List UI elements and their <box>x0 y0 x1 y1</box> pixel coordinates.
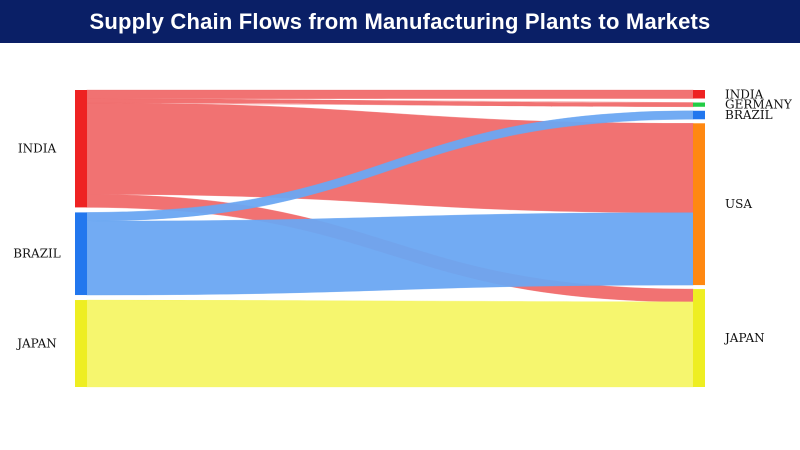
target-node-japan <box>693 289 705 387</box>
sankey-chart: INDIABRAZILJAPANINDIAGERMANYBRAZILUSAJAP… <box>13 87 793 388</box>
target-label-india: INDIA <box>725 87 764 101</box>
target-node-india <box>693 90 705 99</box>
title-bar: Supply Chain Flows from Manufacturing Pl… <box>0 0 800 43</box>
target-label-usa: USA <box>725 197 752 211</box>
target-label-japan: JAPAN <box>723 331 765 345</box>
links-layer <box>86 89 694 388</box>
target-label-brazil: BRAZIL <box>725 108 773 122</box>
source-label-india: INDIA <box>18 142 57 156</box>
target-node-usa <box>693 123 705 286</box>
target-node-germany <box>693 102 705 107</box>
source-label-japan: JAPAN <box>15 337 57 351</box>
link-brazil-to-brazil <box>86 110 694 222</box>
nodes-layer <box>75 90 705 387</box>
source-node-japan <box>75 300 87 387</box>
source-node-brazil <box>75 212 87 296</box>
chart-title: Supply Chain Flows from Manufacturing Pl… <box>89 8 711 34</box>
target-node-brazil <box>693 110 705 120</box>
link-japan-to-japan <box>86 299 694 388</box>
link-brazil-to-usa <box>86 212 694 296</box>
labels-layer: INDIABRAZILJAPANINDIAGERMANYBRAZILUSAJAP… <box>13 87 793 350</box>
source-node-india <box>75 90 87 208</box>
source-label-brazil: BRAZIL <box>13 247 61 261</box>
link-india-to-india <box>86 89 694 99</box>
target-label-germany: GERMANY <box>725 98 793 112</box>
